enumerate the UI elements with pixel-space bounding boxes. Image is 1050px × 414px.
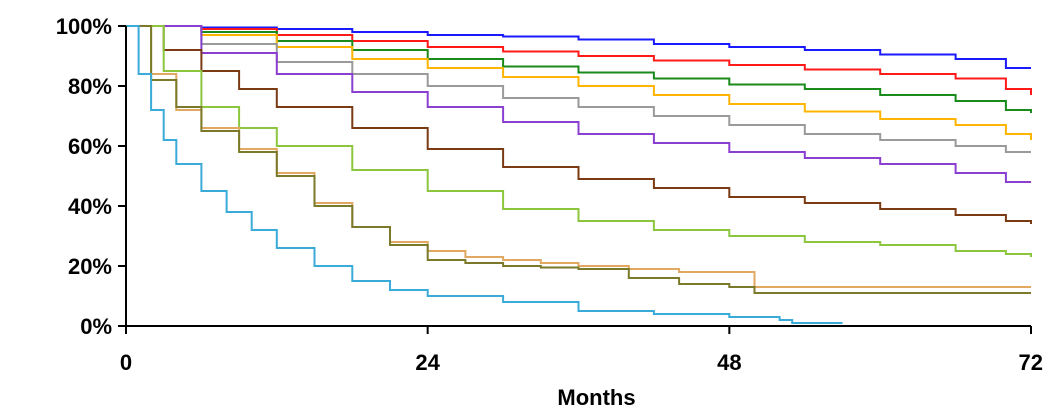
series-line-11 [126, 25, 843, 324]
x-tick-label: 0 [120, 350, 132, 375]
series-line-9 [126, 25, 1031, 288]
x-tick-label: 24 [415, 350, 440, 375]
y-tick-label: 80% [68, 74, 112, 99]
axis-layer [125, 26, 1031, 327]
x-tick-label: 48 [717, 350, 741, 375]
series-line-1 [126, 25, 1031, 69]
tick-layer: 0% 20% 40% 60% 80% 100% 0 24 48 72 [56, 14, 1043, 375]
y-tick-label: 0% [80, 314, 112, 339]
series-line-3 [126, 25, 1032, 113]
series-line-6 [126, 25, 1031, 183]
series-line-10 [126, 25, 1031, 294]
x-tick-label: 72 [1019, 350, 1043, 375]
series-line-4 [126, 25, 1032, 140]
x-axis-title: Months [557, 385, 635, 410]
y-tick-label: 60% [68, 134, 112, 159]
y-tick-label: 100% [56, 14, 112, 39]
series-line-8 [126, 25, 1032, 257]
series-line-7 [126, 25, 1032, 224]
series-line-5 [126, 25, 1031, 153]
y-tick-label: 20% [68, 254, 112, 279]
y-tick-label: 40% [68, 194, 112, 219]
series-line-2 [126, 25, 1032, 95]
series-layer [126, 25, 1032, 324]
